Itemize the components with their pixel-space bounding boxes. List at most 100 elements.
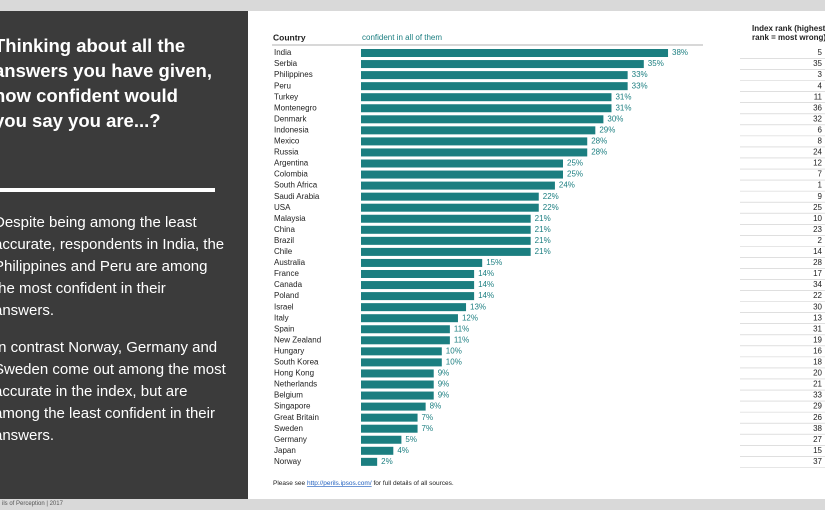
category-label: China [274, 225, 295, 234]
source-link[interactable]: http://perils.ipsos.com/ [307, 480, 372, 487]
value-label: 38% [672, 48, 688, 57]
divider [0, 188, 215, 192]
bar [361, 49, 669, 57]
value-label: 4% [397, 446, 409, 455]
bar [361, 181, 555, 190]
bar [361, 347, 442, 356]
value-label: 10% [446, 346, 462, 355]
rank-value: 4 [818, 81, 823, 90]
category-label: Netherlands [274, 380, 317, 389]
rank-value: 8 [818, 137, 823, 146]
rank-value: 2 [818, 236, 823, 245]
value-label: 21% [535, 247, 551, 256]
category-header: Country [273, 32, 306, 42]
category-label: Serbia [274, 59, 298, 68]
bar [361, 292, 475, 301]
bar [361, 369, 434, 378]
value-label: 9% [438, 380, 450, 389]
rank-value: 1 [818, 181, 823, 190]
value-label: 31% [615, 92, 631, 101]
value-label: 21% [535, 236, 551, 245]
value-label: 7% [422, 424, 434, 433]
bar [361, 159, 563, 168]
category-label: Belgium [274, 391, 303, 400]
value-label: 14% [478, 291, 494, 300]
series-header: confident in all of them [362, 33, 442, 42]
value-label: 22% [543, 203, 559, 212]
category-label: Saudi Arabia [274, 192, 320, 201]
rank-header: Index rank (highest [752, 24, 825, 33]
value-label: 35% [648, 59, 664, 68]
value-label: 28% [591, 148, 607, 157]
rank-value: 29 [813, 402, 822, 411]
category-label: Denmark [274, 114, 307, 123]
value-label: 2% [381, 457, 393, 466]
value-label: 14% [478, 269, 494, 278]
bar [361, 325, 450, 334]
category-label: Poland [274, 291, 299, 300]
rank-value: 6 [818, 125, 823, 134]
rank-value: 17 [813, 269, 822, 278]
bar [361, 148, 588, 157]
rank-value: 32 [813, 114, 822, 123]
value-label: 7% [422, 413, 434, 422]
category-label: South Africa [274, 181, 318, 190]
value-label: 30% [607, 114, 623, 123]
rank-value: 13 [813, 313, 822, 322]
category-label: France [274, 269, 299, 278]
category-label: Hong Kong [274, 369, 314, 378]
category-label: Spain [274, 324, 294, 333]
paragraph: In contrast Norway, Germany and Sweden c… [0, 339, 226, 444]
bar [361, 391, 434, 400]
bar [361, 192, 539, 201]
value-label: 13% [470, 302, 486, 311]
rank-value: 36 [813, 103, 822, 112]
category-label: Singapore [274, 402, 311, 411]
category-label: Peru [274, 81, 291, 90]
rank-value: 22 [813, 291, 822, 300]
rank-value: 27 [813, 435, 822, 444]
category-label: Brazil [274, 236, 294, 245]
rank-value: 20 [813, 369, 822, 378]
category-label: Mexico [274, 137, 300, 146]
value-label: 21% [535, 214, 551, 223]
bar [361, 82, 628, 91]
category-label: South Korea [274, 358, 319, 367]
bar [361, 303, 467, 312]
value-label: 11% [454, 324, 469, 333]
paragraph: Despite being among the least accurate, … [0, 214, 225, 319]
rank-value: 9 [818, 192, 823, 201]
bar [361, 203, 539, 212]
value-label: 25% [567, 170, 583, 179]
category-label: Chile [274, 247, 293, 256]
rank-value: 23 [813, 225, 822, 234]
rank-value: 37 [813, 457, 822, 466]
category-label: Montenegro [274, 103, 317, 112]
category-label: Germany [274, 435, 307, 444]
bar [361, 214, 531, 223]
rank-value: 24 [813, 148, 822, 157]
category-label: Colombia [274, 170, 308, 179]
value-label: 11% [454, 335, 469, 344]
bar [361, 137, 588, 146]
value-label: 31% [615, 103, 631, 112]
category-label: Hungary [274, 346, 304, 355]
value-label: 15% [486, 258, 502, 267]
rank-value: 28 [813, 258, 822, 267]
bar [361, 424, 418, 433]
rank-value: 26 [813, 413, 822, 422]
bar [361, 314, 458, 323]
value-label: 22% [543, 192, 559, 201]
rank-value: 12 [813, 159, 822, 168]
category-label: India [274, 48, 292, 57]
category-label: Indonesia [274, 125, 309, 134]
category-label: Malaysia [274, 214, 306, 223]
value-label: 25% [567, 159, 583, 168]
rank-value: 31 [813, 324, 822, 333]
category-label: Italy [274, 313, 289, 322]
bar [361, 336, 450, 345]
bar [361, 104, 612, 113]
category-label: Argentina [274, 159, 309, 168]
question: Thinking about all the answers you have … [0, 35, 212, 131]
